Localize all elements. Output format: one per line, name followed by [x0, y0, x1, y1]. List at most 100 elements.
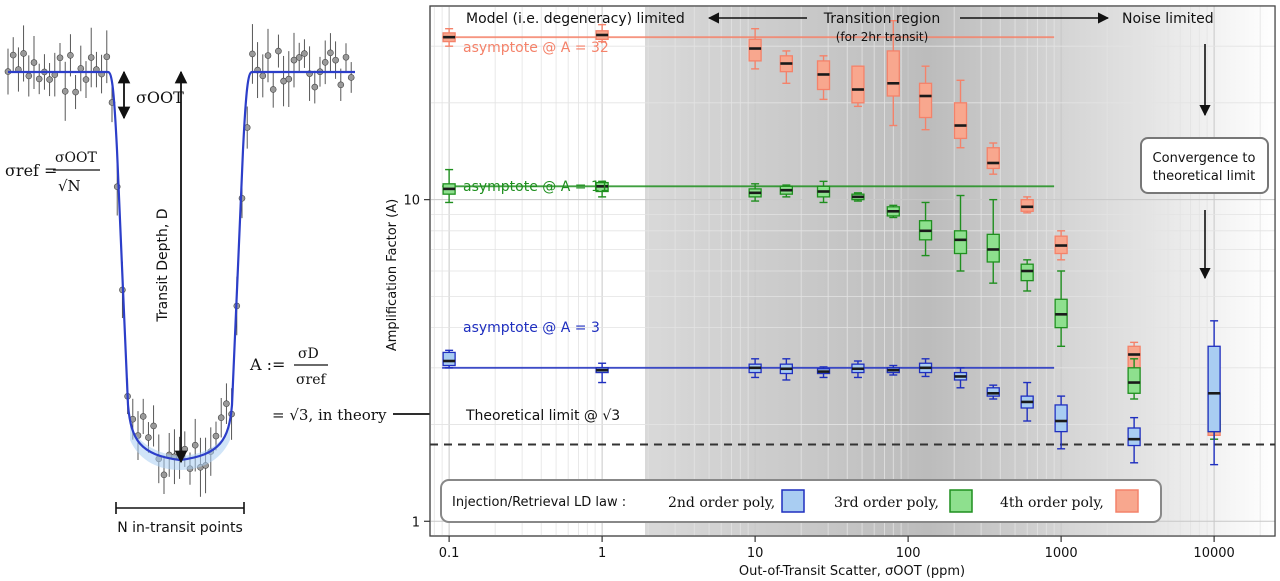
- transit-point: [290, 32, 298, 88]
- amp-def-denominator: σref: [296, 372, 328, 388]
- transit-point: [98, 54, 105, 94]
- box-order2: [816, 366, 831, 379]
- transit-point: [264, 28, 272, 83]
- transit-point: [223, 383, 230, 424]
- transit-point: [249, 24, 256, 84]
- transit-point: [311, 70, 319, 104]
- box-order3: [918, 201, 933, 257]
- box-order3: [986, 198, 1000, 284]
- region-transition: Transition region: [823, 11, 940, 27]
- box-order3: [1054, 270, 1068, 347]
- box-order4: [851, 65, 865, 108]
- transit-point: [347, 62, 355, 93]
- transit-point: [67, 34, 74, 77]
- transit-point: [35, 63, 43, 95]
- sigma-oot-label: σOOT: [136, 88, 184, 107]
- x-tick-label: 1000: [1045, 546, 1078, 561]
- box-order3: [816, 180, 831, 204]
- transit-point: [275, 34, 282, 68]
- sigma-ref-denominator: √N: [58, 177, 81, 195]
- x-axis-ticks: 0.1 1 10 100 1000 10000: [439, 536, 1235, 561]
- y-axis-ticks: 1 10: [403, 194, 430, 530]
- transit-point: [321, 40, 329, 85]
- legend-title: Injection/Retrieval LD law :: [452, 495, 626, 510]
- transit-point: [295, 42, 303, 73]
- region-noise-limited: Noise limited: [1122, 11, 1214, 27]
- transit-point: [77, 45, 85, 92]
- box-order2: [442, 349, 456, 369]
- box-order3: [1127, 358, 1141, 400]
- box-order2: [1054, 395, 1068, 450]
- amplification-chart: Model (i.e. degeneracy) limited Transiti…: [385, 5, 1276, 579]
- asymptote-lines: [442, 36, 1055, 369]
- box-order3: [851, 192, 865, 202]
- box-order4: [986, 142, 1000, 175]
- box-order2: [1207, 320, 1221, 466]
- transit-uncertainty-band: [130, 425, 230, 470]
- transit-point: [82, 61, 90, 99]
- transit-point: [217, 397, 225, 438]
- transit-point: [30, 36, 38, 90]
- transit-point: [56, 42, 64, 73]
- x-tick-label: 10000: [1193, 546, 1234, 561]
- legend-swatch-4th: [1115, 489, 1139, 513]
- box-order3: [953, 194, 968, 272]
- box-order4: [953, 79, 968, 149]
- transit-point: [327, 33, 334, 73]
- region-transition-sub: (for 2hr transit): [836, 30, 929, 44]
- box-order2: [918, 358, 933, 378]
- transit-point: [254, 42, 261, 99]
- box-order3: [1020, 259, 1034, 292]
- box-order2: [886, 364, 900, 376]
- legend-entry-3rd: 3rd order poly,: [834, 495, 939, 511]
- transit-point: [259, 54, 267, 98]
- transit-point: [332, 41, 339, 79]
- x-tick-label: 1: [598, 546, 606, 561]
- box-order2: [779, 358, 793, 381]
- box-order3: [748, 183, 762, 202]
- box-order3: [442, 168, 456, 204]
- transit-point: [9, 37, 17, 73]
- box-order4: [442, 28, 456, 47]
- box-order4: [1020, 196, 1034, 214]
- transit-point: [103, 30, 111, 84]
- transit-point: [337, 68, 345, 101]
- box-order2: [595, 362, 609, 384]
- box-order4: [1054, 230, 1068, 261]
- asymptote-label-4th: asymptote @ A = 32: [463, 40, 609, 56]
- box-order2: [986, 384, 1000, 400]
- box-order2: [1020, 381, 1034, 422]
- box-order3: [779, 184, 793, 198]
- asymptote-label-3rd: asymptote @ A = 11: [463, 179, 609, 195]
- transit-depth-label: Transit Depth, D: [155, 208, 171, 322]
- box-order4: [1127, 341, 1141, 374]
- box-order2: [748, 358, 762, 379]
- transit-point: [301, 39, 308, 68]
- sigma-ref-lhs: σref =: [5, 161, 57, 180]
- transit-point: [72, 75, 79, 110]
- amp-def-lhs: A :=: [249, 355, 285, 374]
- y-tick-label: 10: [403, 194, 420, 209]
- n-points-label: N in-transit points: [117, 520, 243, 536]
- legend-entry-4th: 4th order poly,: [1000, 495, 1104, 511]
- transit-point: [269, 71, 277, 108]
- transit-point: [61, 61, 69, 121]
- legend-swatch-3rd: [949, 489, 973, 513]
- asymptote-label-2nd: asymptote @ A = 3: [463, 320, 600, 336]
- box-plots: [442, 20, 1221, 466]
- amp-def-numerator: σD: [298, 346, 319, 362]
- region-model-limited: Model (i.e. degeneracy) limited: [466, 11, 685, 27]
- box-order4: [779, 50, 793, 84]
- box-order4: [595, 23, 609, 43]
- sigma-ref-numerator: σOOT: [55, 150, 98, 166]
- box-order3: [886, 204, 900, 219]
- legend-entry-2nd: 2nd order poly,: [668, 495, 775, 511]
- convergence-line-1: Convergence to: [1153, 151, 1256, 166]
- transit-point: [46, 63, 53, 97]
- transit-point: [150, 405, 157, 447]
- box-order2: [1127, 416, 1141, 464]
- x-tick-label: 0.1: [439, 546, 460, 561]
- legend-swatch-2nd: [781, 489, 805, 513]
- theoretical-limit-label: Theoretical limit @ √3: [465, 408, 620, 424]
- box-order4: [918, 65, 933, 131]
